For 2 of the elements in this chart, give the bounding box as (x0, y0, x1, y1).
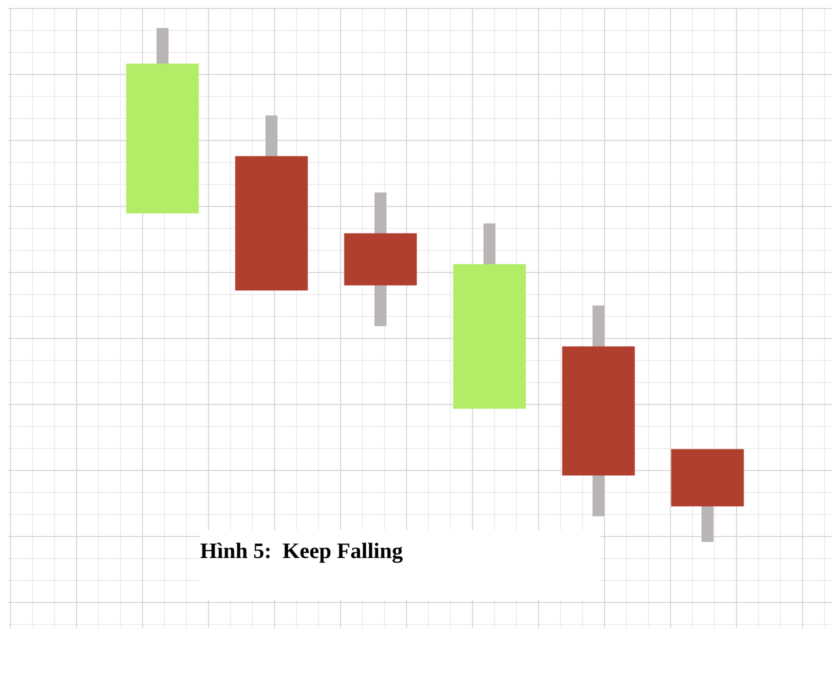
caption-panel: Hình 5: Keep Falling (200, 530, 600, 600)
annotation: Hình 5: Keep Falling (200, 538, 403, 564)
